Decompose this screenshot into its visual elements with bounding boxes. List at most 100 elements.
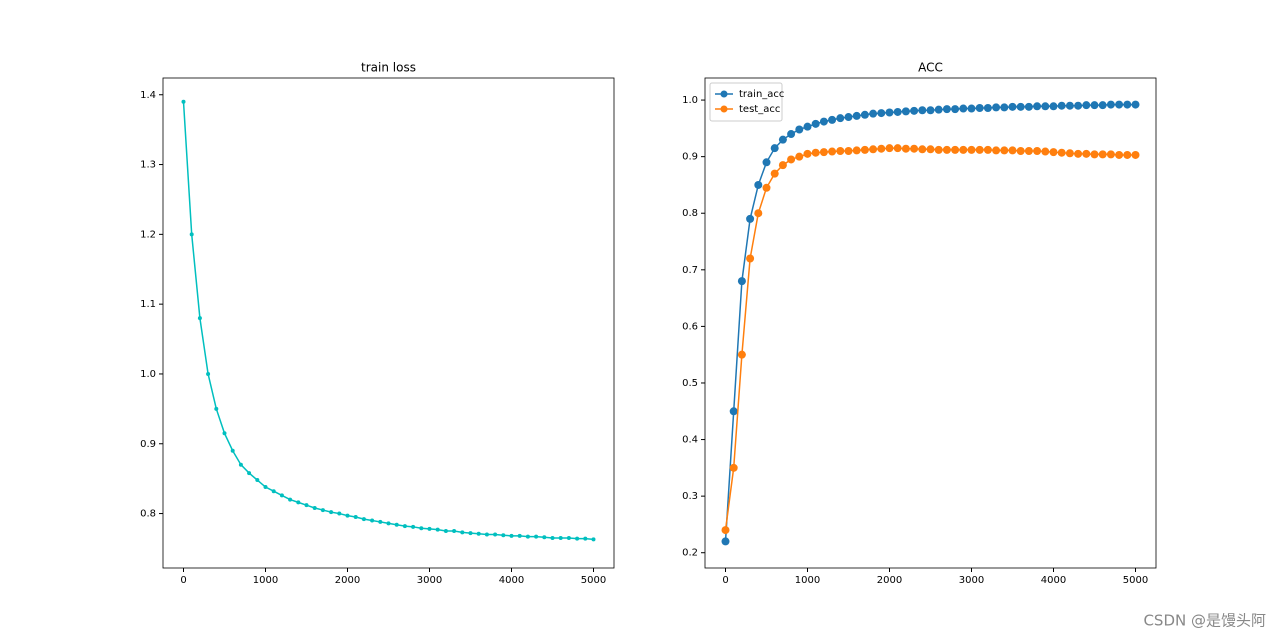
marker xyxy=(189,232,194,237)
marker xyxy=(885,108,894,117)
marker xyxy=(967,145,976,154)
marker xyxy=(951,145,960,154)
marker xyxy=(583,536,588,541)
series-line xyxy=(724,103,1136,542)
legend-label: test_acc xyxy=(739,104,780,115)
marker xyxy=(828,147,837,156)
marker xyxy=(1016,146,1025,155)
marker xyxy=(983,103,992,112)
marker xyxy=(729,463,738,472)
marker xyxy=(885,144,894,153)
marker xyxy=(844,146,853,155)
marker xyxy=(271,489,276,494)
marker xyxy=(795,125,804,134)
y-tick-label: 1.0 xyxy=(682,95,698,106)
marker xyxy=(918,106,927,115)
axes-frame xyxy=(704,77,1157,569)
legend-box xyxy=(709,82,783,122)
marker xyxy=(214,406,219,411)
marker xyxy=(746,214,755,223)
marker xyxy=(427,526,432,531)
marker xyxy=(279,493,284,498)
marker xyxy=(877,144,886,153)
marker xyxy=(452,529,457,534)
marker xyxy=(1024,102,1033,111)
x-tick-label: 3000 xyxy=(417,575,442,586)
marker xyxy=(819,148,828,157)
marker xyxy=(901,144,910,153)
legend-marker xyxy=(720,105,728,113)
marker xyxy=(1008,102,1017,111)
marker xyxy=(591,537,596,542)
marker xyxy=(811,119,820,128)
marker xyxy=(901,107,910,116)
marker xyxy=(1090,150,1099,159)
marker xyxy=(737,277,746,286)
marker xyxy=(737,350,746,359)
marker xyxy=(721,526,730,535)
marker xyxy=(1082,149,1091,158)
marker xyxy=(975,103,984,112)
marker xyxy=(181,99,186,104)
y-tick-label: 1.3 xyxy=(140,160,156,171)
marker xyxy=(402,524,407,529)
marker xyxy=(1008,146,1017,155)
marker xyxy=(893,107,902,116)
marker xyxy=(1057,148,1066,157)
marker xyxy=(1115,150,1124,159)
marker xyxy=(296,500,301,505)
x-tick-label: 2000 xyxy=(335,575,360,586)
marker xyxy=(770,169,779,178)
x-tick-label: 1000 xyxy=(253,575,278,586)
marker xyxy=(1074,149,1083,158)
y-tick-label: 0.9 xyxy=(682,152,698,163)
marker xyxy=(942,105,951,114)
axes-frame xyxy=(162,77,615,569)
marker xyxy=(361,517,366,522)
x-tick-label: 1000 xyxy=(795,575,820,586)
marker xyxy=(721,537,730,546)
marker xyxy=(992,146,1001,155)
marker xyxy=(770,144,779,153)
marker xyxy=(729,407,738,416)
marker xyxy=(525,534,530,539)
marker xyxy=(411,524,416,529)
marker xyxy=(443,529,448,534)
marker xyxy=(1106,150,1115,159)
y-tick-label: 1.2 xyxy=(140,229,156,240)
x-tick-label: 3000 xyxy=(959,575,984,586)
marker xyxy=(844,113,853,122)
marker xyxy=(1123,150,1132,159)
marker xyxy=(1106,100,1115,109)
y-tick-label: 0.8 xyxy=(140,509,156,520)
marker xyxy=(852,111,861,120)
marker xyxy=(312,505,317,510)
marker xyxy=(787,155,796,164)
chart-title: train loss xyxy=(361,61,416,75)
marker xyxy=(1041,147,1050,156)
marker xyxy=(926,106,935,115)
marker xyxy=(787,130,796,139)
y-tick-label: 1.4 xyxy=(140,90,156,101)
chart-title: ACC xyxy=(918,61,943,75)
marker xyxy=(197,316,202,321)
marker xyxy=(484,532,489,537)
marker xyxy=(419,526,424,531)
marker xyxy=(967,104,976,113)
marker xyxy=(1123,100,1132,109)
marker xyxy=(222,431,227,436)
marker xyxy=(1074,101,1083,110)
marker xyxy=(550,535,555,540)
marker xyxy=(803,122,812,131)
marker xyxy=(435,527,440,532)
marker xyxy=(255,478,260,483)
marker xyxy=(795,152,804,161)
marker xyxy=(468,531,473,536)
y-tick-label: 0.5 xyxy=(682,378,698,389)
marker xyxy=(1000,103,1009,112)
marker xyxy=(230,448,235,453)
marker xyxy=(1065,149,1074,158)
marker xyxy=(575,536,580,541)
marker xyxy=(1090,101,1099,110)
